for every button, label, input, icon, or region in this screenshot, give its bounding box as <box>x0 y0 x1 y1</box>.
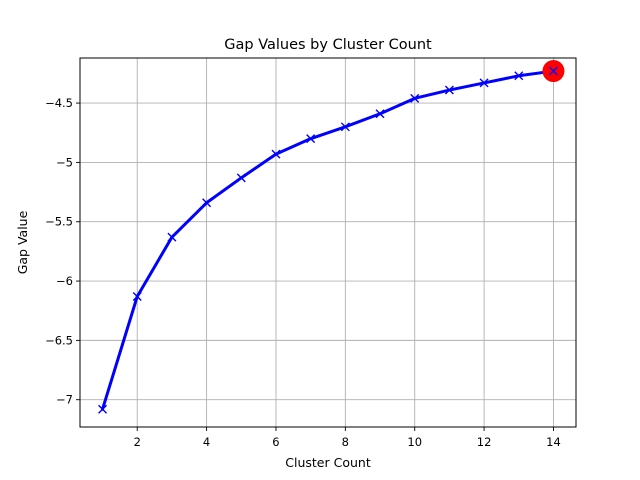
data-point-marker <box>271 149 281 159</box>
y-tick-label: −6 <box>56 274 73 288</box>
data-point-marker <box>479 78 489 88</box>
y-tick-label: −5.5 <box>45 215 73 229</box>
x-tick-label: 6 <box>272 435 279 449</box>
series-layer <box>98 60 565 414</box>
x-tick-label: 12 <box>477 435 492 449</box>
x-axis-label: Cluster Count <box>285 455 371 470</box>
grid-lines <box>80 58 576 427</box>
plot-frame <box>79 57 577 428</box>
series-line <box>101 69 555 411</box>
y-tick-label: −7 <box>56 393 73 407</box>
x-tick-label: 14 <box>546 435 561 449</box>
data-point-marker <box>410 93 420 103</box>
data-point-marker <box>98 404 108 414</box>
data-point-marker <box>444 85 454 95</box>
chart-title: Gap Values by Cluster Count <box>224 37 432 53</box>
x-tick-label: 2 <box>134 435 141 449</box>
highlight-point-marker <box>548 66 558 76</box>
y-tick-label: −6.5 <box>45 333 73 347</box>
data-point-marker <box>167 232 177 242</box>
axis-ticks: 2 4 6 8 10 12 14 −7 −6.5 −6 −5.5 −5 −4.5 <box>45 96 561 449</box>
data-point-marker <box>202 198 212 208</box>
x-tick-label: 8 <box>342 435 349 449</box>
y-axis-label: Gap Value <box>15 210 30 274</box>
data-point-marker <box>375 109 385 119</box>
y-tick-label: −5 <box>56 155 73 169</box>
data-point-marker <box>306 134 316 144</box>
x-tick-label: 10 <box>407 435 422 449</box>
data-point-marker <box>340 122 350 132</box>
y-tick-label: −4.5 <box>45 96 73 110</box>
data-point-marker <box>514 71 524 81</box>
data-point-marker <box>132 291 142 301</box>
x-tick-label: 4 <box>203 435 210 449</box>
data-point-marker <box>236 173 246 183</box>
